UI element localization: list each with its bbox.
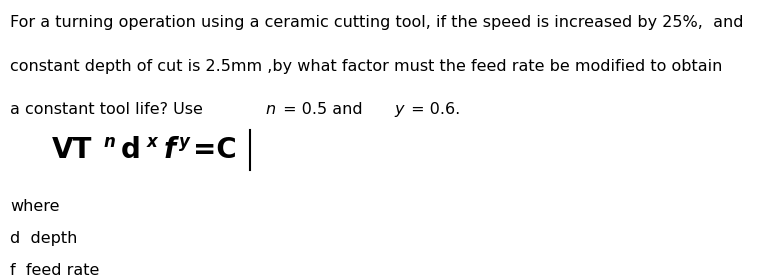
Text: where: where — [10, 199, 59, 214]
Text: VT: VT — [52, 136, 92, 164]
Text: n: n — [104, 133, 115, 151]
Text: = 0.6.: = 0.6. — [406, 102, 461, 117]
Text: For a turning operation using a ceramic cutting tool, if the speed is increased : For a turning operation using a ceramic … — [10, 15, 744, 31]
Text: = 0.5 and: = 0.5 and — [278, 102, 368, 117]
Text: y: y — [394, 102, 404, 117]
Text: y: y — [180, 133, 190, 151]
Text: constant depth of cut is 2.5mm ,by what factor must the feed rate be modified to: constant depth of cut is 2.5mm ,by what … — [10, 59, 722, 74]
Text: f: f — [164, 136, 176, 164]
Text: =C: =C — [193, 136, 237, 164]
Text: x: x — [147, 133, 158, 151]
Text: d: d — [121, 136, 141, 164]
Text: n: n — [265, 102, 275, 117]
Text: f  feed rate: f feed rate — [10, 263, 99, 278]
Text: a constant tool life? Use: a constant tool life? Use — [10, 102, 208, 117]
Text: d  depth: d depth — [10, 231, 77, 246]
